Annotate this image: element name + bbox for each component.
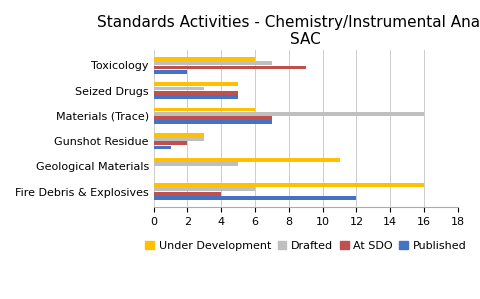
Bar <box>154 196 357 200</box>
Bar <box>154 108 255 111</box>
Bar <box>154 116 272 120</box>
Bar <box>154 57 255 61</box>
Bar <box>154 70 187 74</box>
Bar <box>154 120 272 124</box>
Bar <box>154 183 424 187</box>
Legend: Under Development, Drafted, At SDO, Published: Under Development, Drafted, At SDO, Publ… <box>141 236 471 255</box>
Bar <box>154 87 204 90</box>
Bar <box>154 91 238 95</box>
Bar <box>154 95 238 99</box>
Bar <box>154 141 187 145</box>
Bar <box>154 192 221 196</box>
Bar <box>154 146 170 150</box>
Bar <box>154 137 204 141</box>
Bar <box>154 187 255 191</box>
Bar <box>154 162 238 166</box>
Bar <box>154 133 204 137</box>
Title: Standards Activities - Chemistry/Instrumental Analysis
SAC: Standards Activities - Chemistry/Instrum… <box>97 15 480 48</box>
Bar <box>154 158 339 162</box>
Bar <box>154 82 238 86</box>
Bar <box>154 66 306 69</box>
Bar <box>154 61 272 65</box>
Bar <box>154 112 424 116</box>
